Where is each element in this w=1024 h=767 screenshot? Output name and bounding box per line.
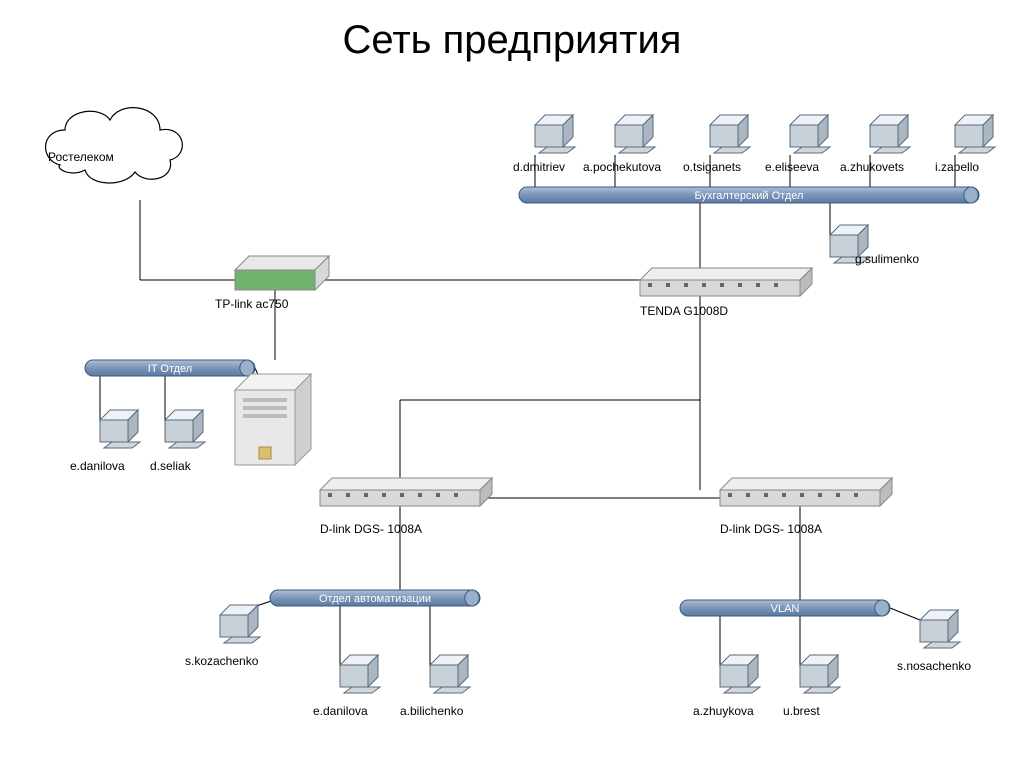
pc-label-sn: s.nosachenko <box>897 659 971 673</box>
router-label: TP-link ac750 <box>215 297 288 311</box>
svg-text:IT Отдел: IT Отдел <box>148 363 192 375</box>
pc-label-gs: g.sulimenko <box>855 252 919 266</box>
pc-label-ee: e.eliseeva <box>765 160 819 174</box>
pc-label-azh: a.zhuykova <box>693 704 754 718</box>
pc-label-ap: a.pochekutova <box>583 160 661 174</box>
diagram-svg: IT Отдел Бухгалтерский Отдел Отдел автомат… <box>0 0 1024 767</box>
svg-text:Бухгалтерский Отдел: Бухгалтерский Отдел <box>695 190 804 202</box>
cloud-label: Ростелеком <box>48 150 114 164</box>
switch-label-dlink1: D-link DGS- 1008A <box>320 522 422 536</box>
pc-label-dd: d.dmitriev <box>513 160 565 174</box>
pc-label-ed: e.danilova <box>70 459 125 473</box>
pc-label-iz: i.zabello <box>935 160 979 174</box>
diagram-canvas: Сеть предприятия IT ОтделБухгалтерский О… <box>0 0 1024 767</box>
pc-label-sk: s.kozachenko <box>185 654 258 668</box>
switch-label-dlink2: D-link DGS- 1008A <box>720 522 822 536</box>
pc-label-ab: a.bilichenko <box>400 704 463 718</box>
pc-label-ot: o.tsiganets <box>683 160 741 174</box>
svg-text:Отдел автоматизации: Отдел автоматизации <box>319 593 431 605</box>
switch-label-tenda: TENDA G1008D <box>640 304 728 318</box>
svg-text:VLAN: VLAN <box>771 603 800 615</box>
pc-label-az: a.zhukovets <box>840 160 904 174</box>
pc-label-ds: d.seliak <box>150 459 191 473</box>
pc-label-ub: u.brest <box>783 704 820 718</box>
pc-label-ed2: e.danilova <box>313 704 368 718</box>
